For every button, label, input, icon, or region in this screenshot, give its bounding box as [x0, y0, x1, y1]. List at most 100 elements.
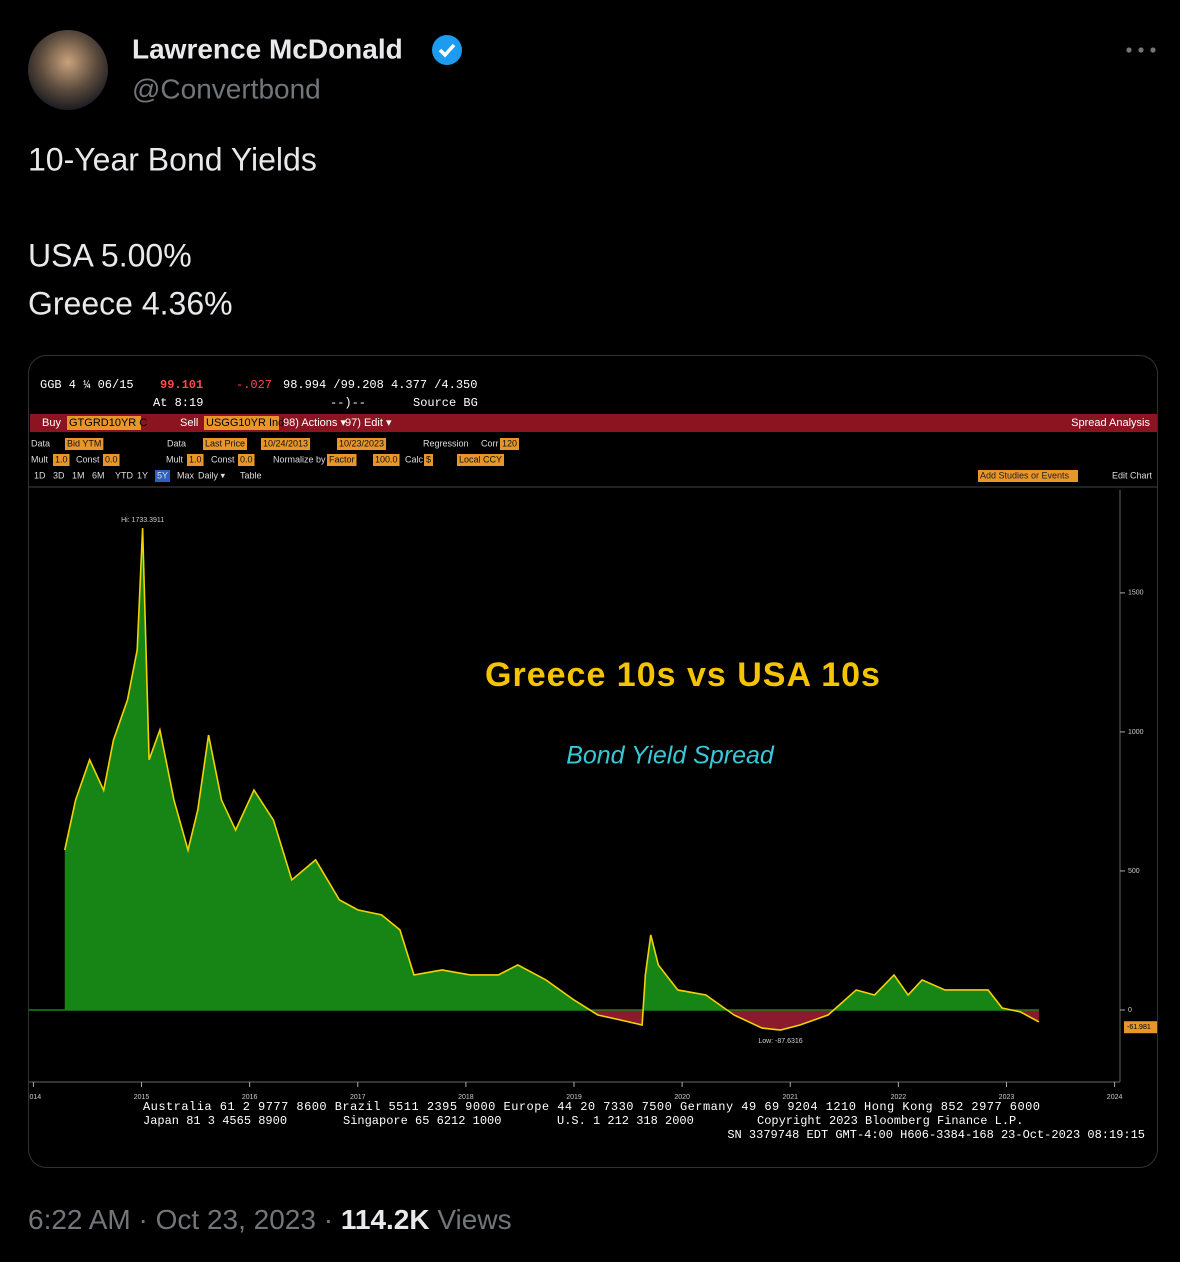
- tweet-text: USA 5.00%: [28, 237, 192, 273]
- footer: Copyright 2023 Bloomberg Finance L.P.: [757, 1114, 1023, 1128]
- function-name: Spread Analysis: [1071, 417, 1150, 429]
- y-tick-label: 1500: [1128, 590, 1144, 597]
- setting: 3D: [53, 470, 65, 480]
- input-box: [103, 454, 120, 466]
- input-box: [337, 438, 387, 450]
- setting: 120: [502, 438, 517, 448]
- buy: Buy: [42, 417, 61, 429]
- x-tick-label: 2014: [26, 1094, 42, 1101]
- setting: 10/24/2013: [263, 438, 308, 448]
- y-tick-label: 500: [1128, 868, 1140, 875]
- price: 99.101: [160, 378, 203, 392]
- setting: 1Y: [137, 470, 148, 480]
- setting: 1.0: [55, 454, 68, 464]
- area-above: [64, 528, 1039, 1010]
- spread-line: [63, 528, 1040, 1031]
- last-value: -61.981: [1127, 1024, 1151, 1031]
- range: 98.994 /99.208 4.377 /4.350: [283, 378, 477, 392]
- setting: $: [426, 454, 431, 464]
- x-tick-label: 2017: [350, 1094, 366, 1101]
- setting: Calc: [405, 454, 424, 464]
- x-tick-label: 2016: [242, 1094, 258, 1101]
- edit-chart: Edit Chart: [1112, 470, 1153, 480]
- setting: 6M: [92, 470, 105, 480]
- y-tick-label: 1000: [1128, 729, 1144, 736]
- tweet-text: 10-Year Bond Yields: [28, 141, 317, 177]
- change: -.027: [236, 378, 272, 392]
- input-box: [67, 416, 141, 430]
- x-tick-label: 2020: [674, 1094, 690, 1101]
- setting: Factor: [329, 454, 355, 464]
- footer: U.S. 1 212 318 2000: [557, 1114, 694, 1128]
- footer: Singapore 65 6212 1000: [343, 1114, 501, 1128]
- input-box: [457, 454, 505, 466]
- setting: Mult: [31, 454, 49, 464]
- low-label: Low: -87.6316: [758, 1038, 802, 1045]
- author-handle[interactable]: @Convertbond: [132, 73, 321, 104]
- x-tick-label: 2015: [134, 1094, 150, 1101]
- x-tick-label: 2021: [782, 1094, 798, 1101]
- timestamp[interactable]: 6:22 AM · Oct 23, 2023 · 114.2K Views: [28, 1204, 512, 1235]
- setting: Normalize by: [273, 454, 326, 464]
- x-tick-label: 2024: [1107, 1094, 1123, 1101]
- setting: 1D: [34, 470, 46, 480]
- sell-ticker: USGG10YR Ind: [206, 417, 284, 429]
- image[interactable]: GGB 4 ¼ 06/15 99.101 -.027 98.994 /99.20…: [26, 355, 1158, 1168]
- input-box: [53, 454, 70, 466]
- setting: 0.0: [240, 454, 253, 464]
- chart-subtitle: Bond Yield Spread: [566, 742, 775, 770]
- source: Source BG: [413, 396, 478, 410]
- input-box: [204, 416, 279, 430]
- arrow: --)--: [330, 396, 366, 410]
- setting: YTD: [115, 470, 134, 480]
- actions: 98) Actions ▾: [283, 417, 346, 429]
- setting: 1M: [72, 470, 85, 480]
- setting: 0.0: [105, 454, 118, 464]
- tweet-text: Greece 4.36%: [28, 285, 233, 321]
- setting: Regression: [423, 438, 469, 448]
- x-tick-label: 2018: [458, 1094, 474, 1101]
- input-box: [500, 438, 520, 450]
- setting: 5Y: [157, 470, 168, 480]
- input-box: [978, 470, 1078, 482]
- chart-title: Greece 10s vs USA 10s: [485, 656, 881, 694]
- verified-badge: [432, 35, 462, 65]
- more-menu[interactable]: [1126, 47, 1156, 53]
- setting: Data: [31, 438, 50, 448]
- input-box: [155, 470, 171, 482]
- footer: Japan 81 3 4565 8900: [143, 1114, 287, 1128]
- input-box: [203, 438, 248, 450]
- footer: SN 3379748 EDT GMT-4:00 H606-3384-168 23…: [727, 1128, 1145, 1142]
- input-box: [261, 438, 311, 450]
- avatar[interactable]: [28, 30, 108, 110]
- last-value-box: [1124, 1021, 1157, 1034]
- security: GGB 4 ¼ 06/15: [40, 378, 134, 392]
- setting: Const: [76, 454, 100, 464]
- setting: Daily ▾: [198, 470, 226, 480]
- menu-bar: [30, 414, 1157, 432]
- setting: Corr: [481, 438, 499, 448]
- image-border: [28, 355, 1158, 1168]
- setting: Bid YTM: [67, 438, 101, 448]
- studies: Add Studies or Events: [980, 470, 1070, 480]
- setting: 100.0: [375, 454, 398, 464]
- input-box: [65, 438, 104, 450]
- x-tick-label: 2022: [891, 1094, 907, 1101]
- sell: Sell: [180, 417, 198, 429]
- input-box: [373, 454, 400, 466]
- author-name[interactable]: Lawrence McDonald: [132, 33, 403, 64]
- input-box: [187, 454, 204, 466]
- setting: 1.0: [189, 454, 202, 464]
- input-box: [327, 454, 357, 466]
- setting: Table: [240, 470, 262, 480]
- input-box: [238, 454, 255, 466]
- image-background: [29, 356, 1157, 1167]
- setting: Last Price: [205, 438, 245, 448]
- input-box: [424, 454, 434, 466]
- buy-ticker: GTGRD10YR C: [69, 417, 147, 429]
- footer: Australia 61 2 9777 8600 Brazil 5511 239…: [143, 1100, 1040, 1114]
- y-tick-label: 0: [1128, 1007, 1132, 1014]
- setting: 10/23/2023: [339, 438, 384, 448]
